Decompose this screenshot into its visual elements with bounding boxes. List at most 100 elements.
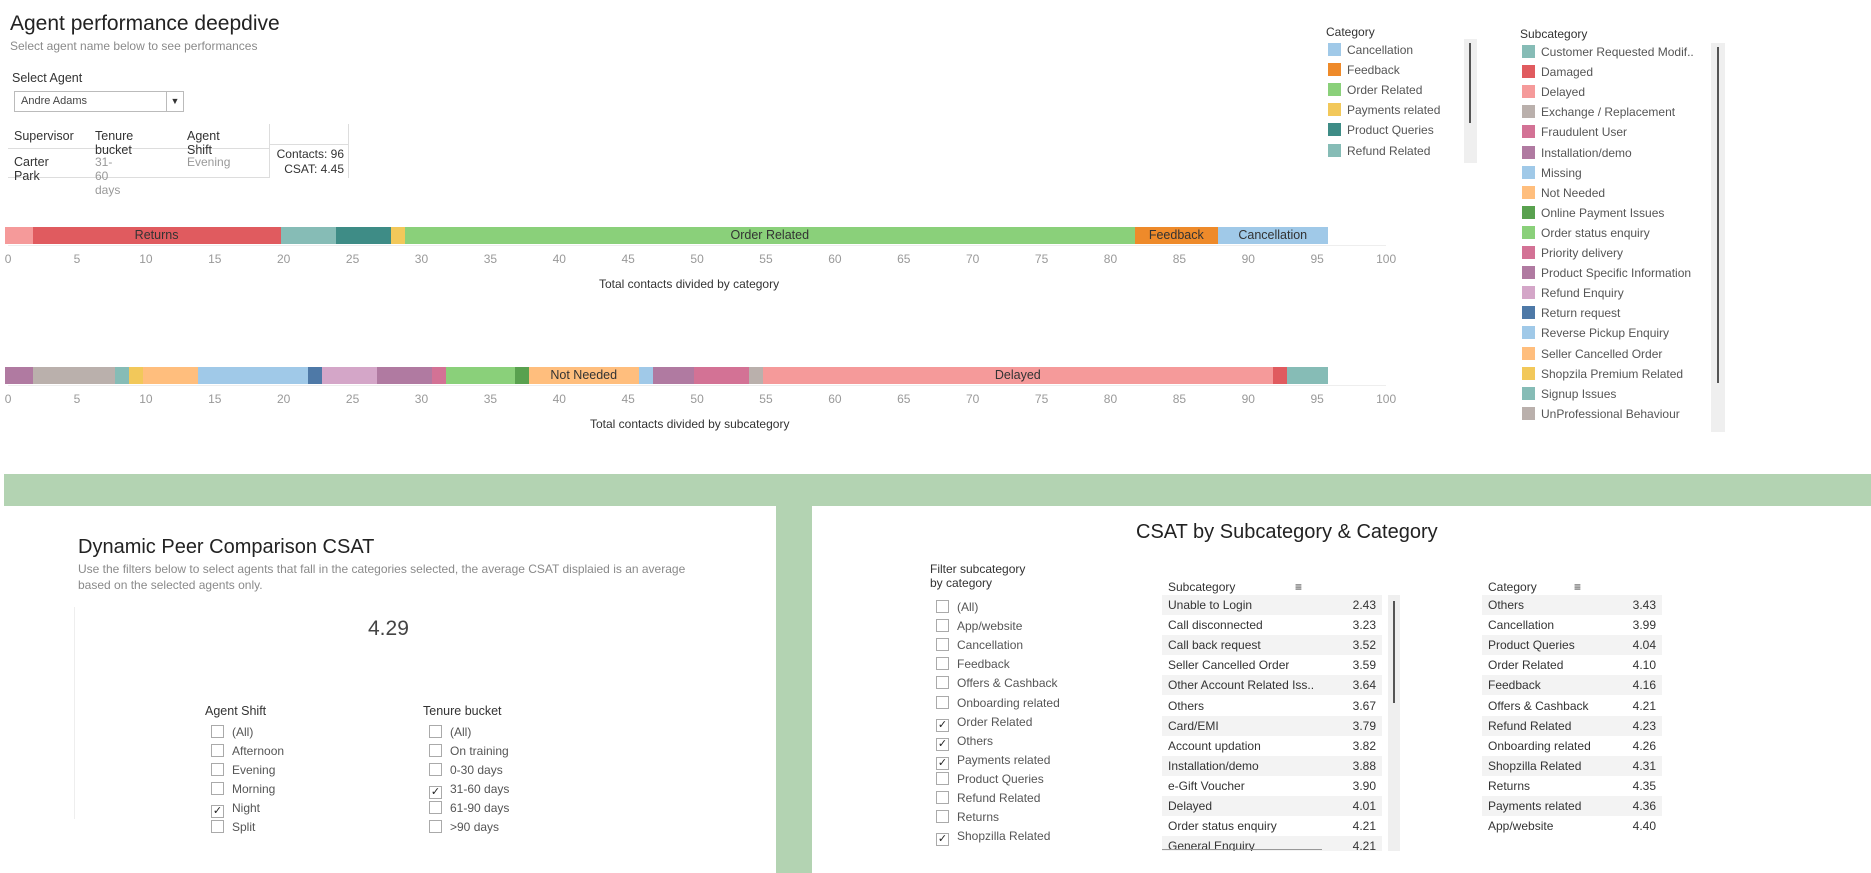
filter-option[interactable]: (All) <box>429 725 471 739</box>
subcategory-bar-segment[interactable] <box>652 367 694 384</box>
table-row[interactable]: Order status enquiry 4.21 <box>1162 816 1382 836</box>
legend-item[interactable]: Customer Requested Modif.. <box>1522 45 1694 59</box>
filter-option[interactable]: Afternoon <box>211 744 284 758</box>
table-row[interactable]: Cancellation 3.99 <box>1482 615 1662 635</box>
checkbox-checked[interactable]: ✓ <box>211 805 224 818</box>
table-row[interactable]: Payments related 4.36 <box>1482 796 1662 816</box>
legend-item[interactable]: Delayed <box>1522 85 1585 99</box>
filter-option[interactable]: On training <box>429 744 509 758</box>
checkbox-unchecked[interactable] <box>936 771 949 785</box>
table-row[interactable]: Unable to Login 2.43 <box>1162 595 1382 615</box>
filter-option[interactable]: (All) <box>936 600 978 614</box>
legend-item[interactable]: Missing <box>1522 165 1582 180</box>
checkbox-unchecked[interactable] <box>936 657 949 671</box>
filter-option[interactable]: 61-90 days <box>429 801 509 815</box>
legend-item[interactable]: Refund Enquiry <box>1522 286 1624 300</box>
checkbox-checked[interactable]: ✓ <box>936 737 949 751</box>
subcategory-bar-segment[interactable] <box>1272 367 1287 384</box>
checkbox-unchecked[interactable] <box>429 725 442 738</box>
subcategory-bar-segment[interactable] <box>377 367 433 384</box>
subcategory-legend-scrollbar[interactable] <box>1711 43 1725 432</box>
table-row[interactable]: Others 3.43 <box>1482 595 1662 615</box>
subcategory-bar-segment[interactable] <box>5 367 33 384</box>
subcategory-bar-segment[interactable] <box>115 367 129 384</box>
subcategory-bar-segment[interactable] <box>432 367 446 384</box>
filter-option[interactable]: Offers & Cashback <box>936 676 1058 690</box>
filter-option[interactable]: App/website <box>936 619 1022 633</box>
legend-item[interactable]: Product Queries <box>1328 123 1434 137</box>
filter-option[interactable]: >90 days <box>429 820 499 834</box>
checkbox-unchecked[interactable] <box>936 676 949 690</box>
sort-descending-icon[interactable]: ≡ <box>1295 580 1303 594</box>
scroll-thumb[interactable] <box>1469 43 1471 123</box>
table-row[interactable]: General Enquiry 4.21 <box>1162 836 1382 851</box>
table-row[interactable]: Call back request 3.52 <box>1162 635 1382 656</box>
legend-item[interactable]: Damaged <box>1522 65 1593 79</box>
checkbox-unchecked[interactable] <box>936 810 949 824</box>
category-legend-scrollbar[interactable] <box>1464 39 1477 163</box>
table-row[interactable]: Account updation 3.82 <box>1162 736 1382 756</box>
checkbox-unchecked[interactable] <box>936 638 949 652</box>
subcategory-bar-segment[interactable] <box>514 367 529 384</box>
checkbox-unchecked[interactable] <box>211 725 224 738</box>
subcategory-bar-segment[interactable] <box>142 367 198 384</box>
table-row[interactable]: Other Account Related Iss.. 3.64 <box>1162 675 1382 696</box>
sort-descending-icon[interactable]: ≡ <box>1574 580 1582 594</box>
checkbox-unchecked[interactable] <box>429 801 442 814</box>
subcategory-bar-segment[interactable] <box>32 367 116 384</box>
table-row[interactable]: Call disconnected 3.23 <box>1162 615 1382 635</box>
category-bar-segment[interactable] <box>5 227 33 244</box>
filter-option[interactable]: Refund Related <box>936 791 1040 805</box>
filter-option[interactable]: Morning <box>211 782 275 796</box>
checkbox-unchecked[interactable] <box>211 782 224 795</box>
category-bar-segment[interactable]: Returns <box>32 227 281 244</box>
subcategory-bar-segment[interactable] <box>308 367 322 384</box>
checkbox-unchecked[interactable] <box>211 820 224 833</box>
table-row[interactable]: Card/EMI 3.79 <box>1162 715 1382 736</box>
checkbox-unchecked[interactable] <box>429 744 442 757</box>
table-row[interactable]: Product Queries 4.04 <box>1482 635 1662 656</box>
legend-item[interactable]: Fraudulent User <box>1522 125 1627 139</box>
legend-item[interactable]: Priority delivery <box>1522 246 1623 260</box>
legend-item[interactable]: Product Specific Information <box>1522 266 1691 280</box>
table-row[interactable]: Returns 4.35 <box>1482 776 1662 796</box>
legend-item[interactable]: Reverse Pickup Enquiry <box>1522 326 1669 340</box>
subcategory-bar-segment[interactable] <box>197 367 309 384</box>
table-row[interactable]: Delayed 4.01 <box>1162 796 1382 816</box>
legend-item[interactable]: UnProfessional Behaviour <box>1522 406 1680 421</box>
chevron-down-icon[interactable]: ▼ <box>166 92 183 111</box>
category-bar-segment[interactable]: Cancellation <box>1217 227 1328 244</box>
checkbox-unchecked[interactable] <box>211 744 224 757</box>
checkbox-checked[interactable]: ✓ <box>936 756 949 770</box>
filter-option[interactable]: ✓ Order Related <box>936 715 1032 732</box>
filter-option[interactable]: Product Queries <box>936 771 1044 786</box>
checkbox-unchecked[interactable] <box>429 820 442 833</box>
subcategory-bar-segment[interactable] <box>694 367 750 384</box>
legend-item[interactable]: Online Payment Issues <box>1522 205 1664 220</box>
table-row[interactable]: Shopzilla Related 4.31 <box>1482 755 1662 776</box>
table-row[interactable]: Feedback 4.16 <box>1482 675 1662 696</box>
legend-item[interactable]: Refund Related <box>1328 143 1430 158</box>
table-row[interactable]: e-Gift Voucher 3.90 <box>1162 776 1382 796</box>
legend-item[interactable]: Return request <box>1522 306 1620 320</box>
subcategory-bar-segment[interactable] <box>445 367 515 384</box>
subcategory-bar-segment[interactable] <box>638 367 653 384</box>
filter-option[interactable]: ✓ 31-60 days <box>429 782 509 799</box>
legend-item[interactable]: Not Needed <box>1522 185 1605 200</box>
filter-option[interactable]: Returns <box>936 810 999 824</box>
checkbox-unchecked[interactable] <box>936 600 949 613</box>
checkbox-unchecked[interactable] <box>211 763 224 776</box>
checkbox-checked[interactable]: ✓ <box>936 833 949 847</box>
filter-option[interactable]: Onboarding related <box>936 695 1060 710</box>
checkbox-unchecked[interactable] <box>936 695 949 709</box>
scroll-thumb[interactable] <box>1717 47 1719 383</box>
table-row[interactable]: Order Related 4.10 <box>1482 655 1662 675</box>
table-row[interactable]: Others 3.67 <box>1162 696 1382 716</box>
category-bar-segment[interactable]: Feedback <box>1134 227 1218 244</box>
legend-item[interactable]: Order Related <box>1328 83 1422 97</box>
table-row[interactable]: App/website 4.40 <box>1482 816 1662 836</box>
checkbox-unchecked[interactable] <box>936 791 949 804</box>
legend-item[interactable]: Cancellation <box>1328 43 1413 57</box>
legend-item[interactable]: Signup Issues <box>1522 386 1616 401</box>
subcategory-bar-segment[interactable] <box>749 367 763 384</box>
